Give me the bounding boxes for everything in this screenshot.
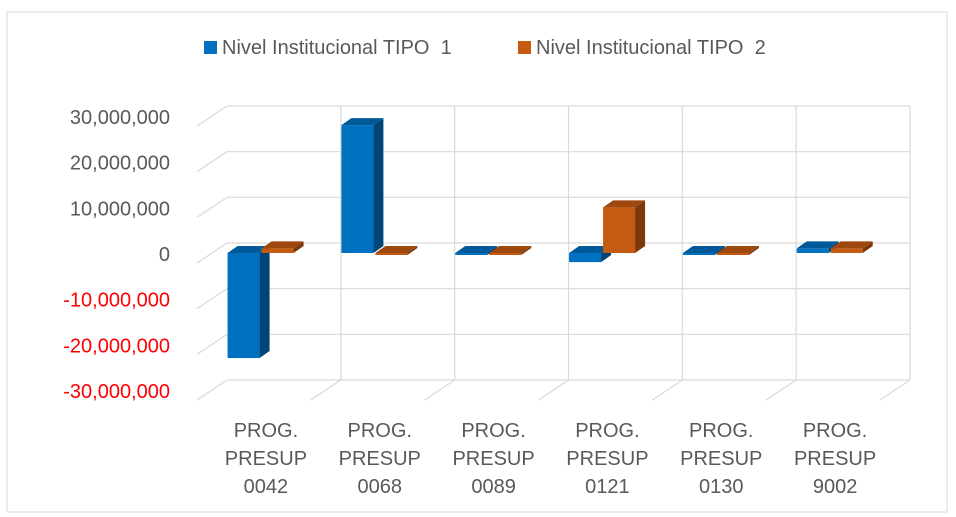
bar-top (341, 118, 384, 126)
bar-front (455, 253, 488, 255)
bar-series-2-cat-6 (830, 241, 873, 253)
bar-front (261, 248, 294, 253)
x-tick-label: PROG. PRESUP 0068 (339, 420, 421, 498)
y-tick-label: -20,000,000 (63, 335, 170, 357)
gridline-side (196, 196, 228, 218)
x-tick-label: PROG. PRESUP 0089 (452, 420, 534, 498)
gridline-floor (652, 379, 683, 401)
bar-front (796, 248, 829, 253)
legend-item-2: Nivel Institucional TIPO 2 (518, 37, 766, 59)
legend-swatch (204, 41, 217, 54)
bar-top (569, 246, 612, 253)
bar-series-2-cat-4 (603, 200, 646, 253)
gridline-floor (424, 379, 455, 401)
bar-front (375, 253, 408, 255)
x-tick-label: PROG. PRESUP 0121 (566, 420, 648, 498)
x-tick-label: PROG. PRESUP 0042 (225, 420, 307, 498)
gridline-side (196, 105, 228, 127)
bar-series-2-cat-2 (375, 246, 418, 255)
bar-side (748, 246, 759, 255)
legend-swatch (518, 41, 531, 54)
bar-side (407, 246, 418, 255)
bar-series-1-cat-1 (227, 246, 270, 359)
y-tick-label: -10,000,000 (63, 290, 170, 312)
bar-top (682, 246, 725, 253)
bar-top (796, 241, 839, 249)
bar-front (569, 253, 602, 263)
bar-series-2-cat-5 (716, 246, 759, 255)
bar-top (261, 241, 304, 249)
bar-top (716, 246, 759, 253)
gridline-floor (310, 379, 342, 401)
legend-label: Nivel Institucional TIPO 2 (536, 37, 766, 59)
bar-series-2-cat-1 (261, 241, 304, 253)
bar-side (259, 246, 270, 359)
bar-side (293, 241, 304, 253)
gridline-side (196, 151, 228, 173)
bar-front (603, 207, 636, 253)
gridline-side (196, 333, 228, 355)
bar-front (227, 253, 260, 359)
bar-series-1-cat-2 (341, 118, 384, 253)
gridline-side (196, 242, 228, 264)
bar-front (489, 253, 522, 255)
bar-series-2-cat-3 (489, 246, 532, 255)
gridline-side (196, 288, 228, 310)
y-tick-label: 10,000,000 (70, 198, 170, 220)
legend-item-1: Nivel Institucional TIPO 1 (204, 37, 452, 59)
bar-side (521, 246, 532, 255)
y-tick-label: 0 (159, 244, 170, 266)
bar-top (227, 246, 270, 253)
bar-top (603, 200, 646, 208)
gridline-side (196, 379, 228, 401)
legend-label: Nivel Institucional TIPO 1 (222, 37, 452, 59)
y-tick-label: 20,000,000 (70, 153, 170, 175)
bar-side (635, 200, 646, 253)
x-tick-label: PROG. PRESUP 0130 (680, 420, 762, 498)
gridline-floor (879, 379, 911, 401)
bar-side (862, 241, 873, 253)
bar-front (716, 253, 749, 255)
gridline-floor (765, 379, 797, 401)
x-tick-label: PROG. PRESUP 9002 (794, 420, 876, 498)
chart-frame (6, 11, 948, 513)
bar-front (830, 248, 863, 253)
y-tick-label: 30,000,000 (70, 107, 170, 129)
bar-top (455, 246, 498, 253)
bar-top (375, 246, 418, 253)
bar-top (830, 241, 873, 249)
bar-side (373, 118, 384, 253)
bar-front (682, 253, 715, 255)
bar-top (489, 246, 532, 253)
bar-front (341, 125, 374, 253)
gridline-floor (538, 379, 569, 401)
y-tick-label: -30,000,000 (63, 381, 170, 403)
